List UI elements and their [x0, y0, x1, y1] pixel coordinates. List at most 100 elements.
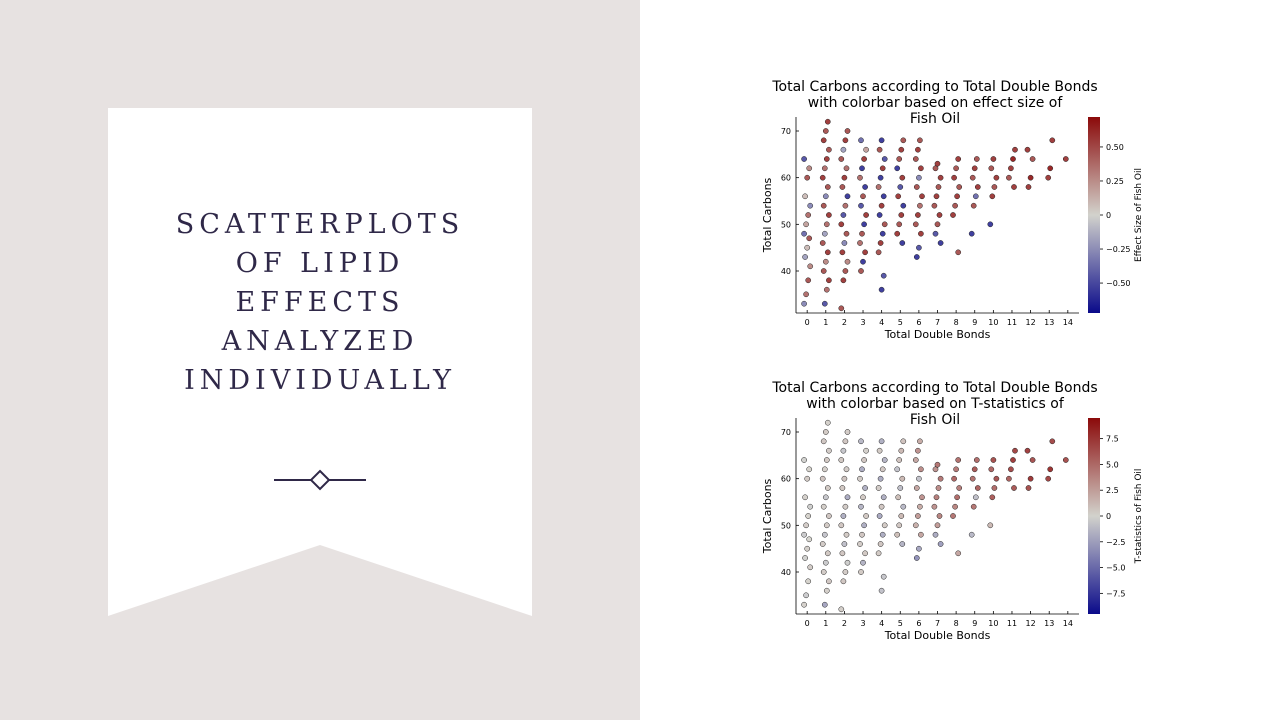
data-point [913, 485, 920, 491]
data-point [838, 457, 845, 463]
data-point [900, 202, 907, 209]
data-point [894, 165, 901, 172]
data-point [807, 263, 814, 270]
effect-size-scatter-chart: Total Carbons according to Total Double … [761, 79, 1144, 341]
data-point [844, 429, 851, 435]
data-point [824, 118, 831, 125]
data-point [993, 174, 1000, 181]
title-banner [108, 108, 532, 616]
x-tick-label: 2 [842, 619, 847, 628]
data-point [804, 244, 811, 251]
data-point [844, 193, 851, 200]
data-point [862, 184, 868, 190]
x-tick-label: 4 [879, 318, 884, 327]
banner-shape [108, 108, 532, 616]
data-point [823, 522, 830, 529]
data-point [823, 286, 830, 293]
data-point [989, 193, 996, 200]
data-point [801, 156, 807, 162]
data-point [987, 522, 994, 529]
data-point [806, 165, 813, 172]
data-point [806, 536, 813, 543]
data-point [915, 513, 921, 519]
diamond-divider-icon [274, 469, 366, 491]
data-points [801, 118, 1069, 312]
data-point [936, 212, 943, 218]
data-point [820, 137, 827, 144]
data-point [838, 522, 845, 529]
data-point [839, 249, 846, 256]
x-tick-label: 2 [842, 318, 847, 327]
data-point [898, 146, 905, 153]
data-point [915, 146, 921, 153]
data-point [804, 174, 811, 181]
colorbar [1088, 117, 1100, 313]
data-point [953, 466, 959, 473]
data-point [820, 268, 827, 274]
x-tick-label: 3 [860, 619, 865, 628]
data-point [915, 447, 921, 454]
data-point [970, 202, 977, 209]
x-tick-label: 14 [1063, 318, 1073, 327]
data-point [1011, 184, 1017, 190]
data-point [840, 578, 847, 585]
data-point [839, 550, 846, 557]
y-tick-label: 60 [781, 475, 791, 484]
data-point [1049, 438, 1056, 445]
data-point [916, 244, 922, 251]
data-point [803, 592, 809, 599]
data-point [842, 137, 849, 144]
data-point [842, 268, 849, 274]
data-point [876, 146, 883, 153]
x-tick-label: 13 [1044, 619, 1054, 628]
slide-title-line: EFFECTS [235, 287, 405, 318]
data-point [844, 128, 851, 134]
y-tick-label: 70 [781, 127, 791, 136]
colorbar-tick-label: −2.5 [1106, 538, 1125, 547]
data-point [859, 230, 865, 237]
data-point [839, 184, 846, 190]
data-point [1011, 485, 1017, 491]
x-tick-label: 5 [898, 619, 903, 628]
data-point [988, 165, 995, 172]
data-point [894, 466, 901, 473]
data-point [937, 240, 944, 246]
colorbar-label: Effect Size of Fish Oil [1134, 168, 1144, 262]
data-point [863, 212, 869, 218]
data-point [896, 156, 903, 162]
colorbar-tick-label: 7.5 [1106, 435, 1119, 444]
data-point [842, 202, 849, 209]
colorbar-tick-label: 0.50 [1106, 143, 1124, 152]
data-point [824, 249, 831, 256]
data-point [1008, 466, 1014, 473]
data-point [899, 174, 906, 181]
x-tick-label: 12 [1025, 318, 1035, 327]
data-point [805, 277, 812, 284]
data-point [956, 485, 963, 491]
data-point [931, 503, 938, 510]
data-point [971, 466, 978, 473]
data-point [1025, 184, 1032, 190]
data-point [969, 174, 976, 181]
data-point [820, 202, 827, 209]
data-point [802, 193, 808, 200]
data-point [895, 494, 902, 501]
data-point [1012, 146, 1018, 153]
data-point [805, 212, 812, 218]
data-point [991, 184, 998, 190]
data-point [875, 249, 882, 256]
data-point [823, 457, 830, 463]
data-point [880, 573, 887, 580]
data-point [858, 569, 864, 575]
data-point [859, 466, 865, 473]
data-point [803, 221, 809, 228]
data-point [821, 466, 828, 473]
data-point [819, 174, 826, 181]
data-point [840, 277, 847, 284]
data-point [912, 457, 919, 463]
data-point [822, 429, 829, 435]
x-tick-label: 13 [1044, 318, 1054, 327]
data-point [881, 457, 888, 463]
y-tick-label: 40 [781, 267, 791, 276]
data-point [917, 137, 923, 144]
